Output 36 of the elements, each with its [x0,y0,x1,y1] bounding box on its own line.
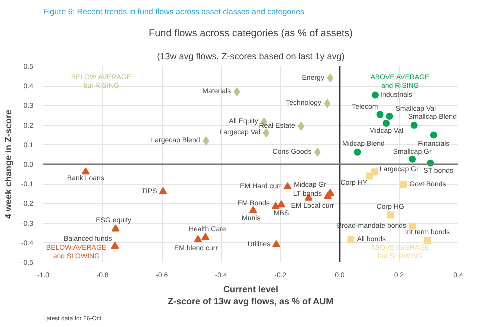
point [366,172,374,180]
point [111,242,120,249]
point [327,74,334,83]
point [386,112,394,120]
point [159,187,168,194]
point [324,99,331,108]
point [348,236,355,244]
point [298,122,305,131]
point [410,122,418,129]
point [430,132,438,139]
point [324,192,332,200]
point [249,206,258,214]
point [272,240,280,248]
point [371,168,378,176]
point [284,182,292,190]
point [272,202,280,210]
point [112,224,120,232]
point [387,212,394,219]
chart-title: Fund flows across categories (as % of assets) [149,28,353,40]
point [382,120,390,128]
point [234,87,240,96]
point [194,235,202,242]
point [202,233,210,240]
point [376,111,384,118]
point [409,222,416,230]
point [400,181,408,188]
point [354,148,362,156]
y-axis-title: 4 week change in Z-score [3,110,14,220]
caption: Figure 6: Recent trends in fund flows across asset classes and categories [44,8,305,16]
point [82,168,90,175]
point [424,237,432,244]
point [409,156,416,163]
point [278,200,286,208]
point [372,92,379,99]
x-axis-title: Current level Z-score of 13w avg flows, as % of AUM [168,284,334,306]
chart-subtitle: (13w avg flows, Z-scores based on last 1y avg) [157,52,345,62]
